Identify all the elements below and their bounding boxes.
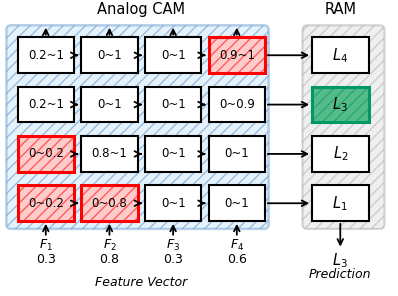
Text: 0~1: 0~1 <box>161 49 185 62</box>
Bar <box>209 38 265 73</box>
Text: 0.6: 0.6 <box>227 252 247 266</box>
Text: 0.2~1: 0.2~1 <box>28 98 64 111</box>
Text: $L_{2}$: $L_{2}$ <box>332 144 348 163</box>
Bar <box>145 87 201 122</box>
Text: 0~1: 0~1 <box>161 147 185 160</box>
Text: 0.8~1: 0.8~1 <box>92 147 127 160</box>
Bar <box>312 136 369 172</box>
Text: 0.9~1: 0.9~1 <box>219 49 255 62</box>
Bar <box>209 136 265 172</box>
Bar <box>81 186 138 221</box>
Text: Analog CAM: Analog CAM <box>97 2 185 17</box>
Text: 0.3: 0.3 <box>36 252 56 266</box>
Text: 0~0.2: 0~0.2 <box>28 197 64 210</box>
Bar <box>312 87 369 122</box>
Text: $F_{3}$: $F_{3}$ <box>166 238 180 253</box>
Bar <box>81 87 138 122</box>
Text: 0.2~1: 0.2~1 <box>28 49 64 62</box>
Text: $L_{1}$: $L_{1}$ <box>332 194 348 213</box>
Bar <box>312 186 369 221</box>
Bar <box>18 136 74 172</box>
Bar <box>18 38 74 73</box>
FancyBboxPatch shape <box>6 25 269 229</box>
Text: $F_{4}$: $F_{4}$ <box>230 238 244 253</box>
Text: 0~0.9: 0~0.9 <box>219 98 255 111</box>
Text: 0~1: 0~1 <box>224 147 249 160</box>
Bar <box>81 136 138 172</box>
Text: $L_{4}$: $L_{4}$ <box>332 46 348 65</box>
Bar <box>81 38 138 73</box>
Text: $F_{1}$: $F_{1}$ <box>39 238 53 253</box>
Bar <box>312 38 369 73</box>
Text: 0~1: 0~1 <box>224 197 249 210</box>
Text: 0~0.2: 0~0.2 <box>28 147 64 160</box>
Text: $L_{3}$: $L_{3}$ <box>332 251 348 270</box>
Text: $F_{2}$: $F_{2}$ <box>103 238 116 253</box>
Text: 0.3: 0.3 <box>163 252 183 266</box>
Bar <box>209 87 265 122</box>
Text: 0~1: 0~1 <box>161 197 185 210</box>
Bar <box>18 186 74 221</box>
Text: $L_{3}$: $L_{3}$ <box>332 95 348 114</box>
Text: 0~1: 0~1 <box>97 49 122 62</box>
Text: Feature Vector: Feature Vector <box>95 276 187 289</box>
Bar <box>18 87 74 122</box>
Text: 0~0.8: 0~0.8 <box>92 197 127 210</box>
Bar <box>209 186 265 221</box>
Bar <box>18 186 74 221</box>
Text: RAM: RAM <box>324 2 356 17</box>
Bar <box>209 38 265 73</box>
Bar <box>81 186 138 221</box>
Text: Prediction: Prediction <box>309 268 372 281</box>
Text: 0~1: 0~1 <box>97 98 122 111</box>
Bar <box>145 136 201 172</box>
Bar <box>312 87 369 122</box>
Bar <box>145 38 201 73</box>
Bar <box>145 186 201 221</box>
FancyBboxPatch shape <box>302 25 384 229</box>
Text: 0.8: 0.8 <box>100 252 119 266</box>
Bar <box>18 136 74 172</box>
Text: 0~1: 0~1 <box>161 98 185 111</box>
